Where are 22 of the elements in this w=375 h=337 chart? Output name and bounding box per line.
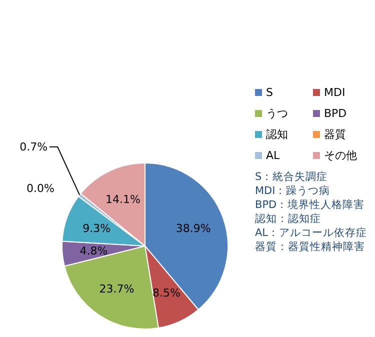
legend-label: BPD bbox=[324, 107, 347, 120]
data-label: 23.7% bbox=[99, 282, 134, 296]
data-label: 38.9% bbox=[176, 222, 211, 235]
text: MDI：躁うつ病 bbox=[255, 184, 332, 198]
legend-label: 認知 bbox=[266, 128, 288, 141]
data-label: 8.5% bbox=[152, 286, 180, 300]
legend-label: うつ bbox=[266, 107, 288, 120]
text: 0.0% bbox=[26, 182, 54, 195]
text: 認知：認知症 bbox=[255, 212, 322, 226]
legend-label: MDI bbox=[324, 86, 346, 99]
legend-label: S bbox=[266, 86, 273, 99]
text: 器質：器質性精神障害 bbox=[255, 240, 366, 254]
data-label: 0.7% bbox=[20, 140, 48, 154]
text: S：統合失調症 bbox=[255, 170, 329, 184]
legend-label: 器質 bbox=[324, 128, 346, 141]
legend-label: AL bbox=[266, 149, 280, 162]
text: BPD：境界性人格障害 bbox=[255, 198, 366, 212]
data-label: 9.3% bbox=[82, 222, 111, 235]
legend-label: その他 bbox=[324, 149, 357, 162]
text: AL：アルコール依存症 bbox=[255, 226, 368, 240]
data-label: 4.8% bbox=[80, 244, 108, 258]
data-label: 14.1% bbox=[105, 193, 140, 206]
